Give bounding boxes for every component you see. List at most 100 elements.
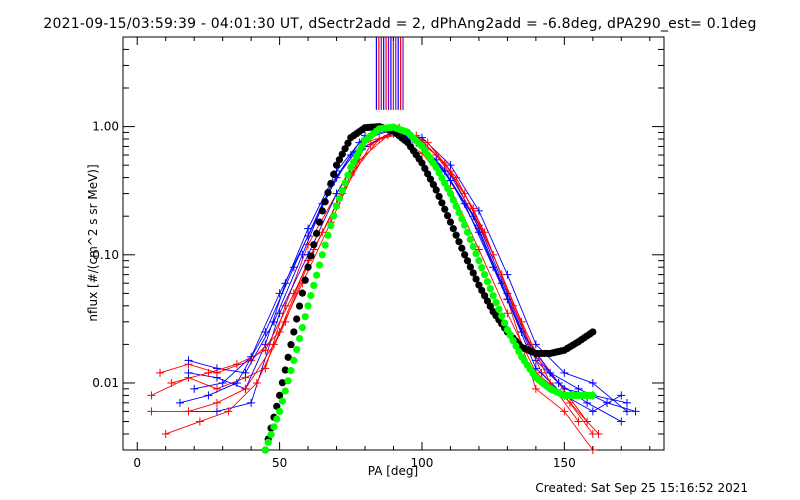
data-point: [261, 346, 270, 355]
created-timestamp: Created: Sat Sep 25 15:16:52 2021: [535, 481, 748, 495]
fit-point: [469, 242, 477, 251]
fit-point: [327, 221, 335, 230]
fit-point: [307, 291, 315, 300]
series: [167, 128, 583, 426]
fit-point: [313, 271, 321, 279]
data-point: [554, 378, 563, 387]
fit-point: [458, 244, 466, 252]
fit-point: [483, 297, 492, 305]
y-tick-label: 0.10: [92, 248, 119, 262]
series-line: [188, 127, 622, 422]
fit-point: [446, 218, 455, 226]
data-point: [566, 398, 575, 407]
data-point: [560, 368, 569, 377]
data-point: [241, 384, 250, 393]
data-point: [517, 317, 526, 326]
fit-point: [478, 264, 486, 272]
fit-point: [424, 170, 432, 178]
data-point: [631, 407, 640, 416]
fit-point: [298, 289, 306, 297]
fit-point: [469, 269, 477, 277]
data-point: [261, 327, 270, 336]
fit-point: [500, 319, 509, 327]
fit-point: [332, 161, 341, 169]
data-point: [204, 391, 213, 400]
data-point: [489, 250, 498, 259]
fit-point: [278, 379, 287, 387]
fit-point: [503, 326, 511, 334]
series: [156, 127, 597, 454]
fit-point: [324, 189, 332, 197]
data-point: [617, 417, 626, 426]
fit-point: [276, 391, 284, 399]
data-point: [156, 368, 165, 377]
fit-point: [475, 281, 483, 289]
fit-point: [426, 175, 435, 183]
data-point: [583, 398, 592, 407]
fit-point: [261, 446, 269, 454]
y-axis-label: nflux [#/(cm^2 s sr MeV)]: [86, 164, 100, 321]
data-point: [218, 378, 227, 387]
fit-point: [463, 257, 472, 265]
fit-point: [466, 235, 474, 244]
fit-point: [472, 249, 480, 258]
fit-point: [421, 164, 429, 173]
fit-point: [332, 202, 341, 210]
data-point: [147, 391, 156, 400]
fit-point: [301, 313, 309, 321]
fit-point: [589, 391, 597, 399]
data-point: [517, 327, 526, 336]
fit-point: [344, 171, 352, 179]
fit-point: [492, 298, 500, 307]
fit-point: [352, 153, 361, 161]
data-point: [184, 407, 193, 416]
series-line: [179, 128, 636, 412]
series-line: [159, 130, 594, 451]
data-point: [560, 407, 569, 416]
fit-point: [429, 181, 437, 189]
data-point: [224, 407, 233, 416]
data-point: [232, 360, 241, 369]
fit-point: [344, 139, 352, 147]
x-axis-label: PA [deg]: [368, 464, 418, 478]
x-tick-label: 0: [133, 456, 141, 470]
fit-point: [281, 387, 289, 395]
data-point: [603, 398, 612, 407]
fit-point: [455, 238, 463, 246]
data-point: [212, 364, 221, 373]
fit-point: [350, 158, 358, 166]
fit-point: [290, 328, 298, 336]
fit-point: [304, 302, 312, 310]
fit-point: [495, 305, 503, 313]
fit-point: [355, 147, 363, 155]
data-point: [161, 429, 170, 438]
fit-point: [438, 199, 446, 207]
data-point: [212, 398, 221, 407]
fit-layer: [261, 122, 597, 454]
fit-point: [481, 271, 489, 279]
fit-point: [273, 415, 281, 423]
data-point: [588, 407, 597, 416]
fit-point: [481, 292, 489, 300]
fit-point: [489, 292, 497, 300]
fit-point: [284, 377, 292, 385]
fit-point: [446, 190, 455, 198]
data-point: [594, 429, 603, 438]
fit-point: [418, 159, 426, 167]
data-point: [446, 176, 455, 185]
data-point: [366, 140, 375, 149]
fit-point: [435, 192, 443, 201]
data-point: [289, 289, 298, 298]
fit-point: [461, 221, 469, 229]
data-point: [622, 398, 631, 407]
data-point: [574, 384, 583, 393]
data-point: [190, 384, 199, 393]
data-point: [546, 368, 555, 377]
fit-point: [284, 353, 292, 361]
data-point: [167, 378, 176, 387]
fit-point: [444, 212, 452, 220]
data-point: [212, 407, 221, 416]
data-point: [452, 173, 461, 182]
fit-point: [452, 231, 460, 239]
